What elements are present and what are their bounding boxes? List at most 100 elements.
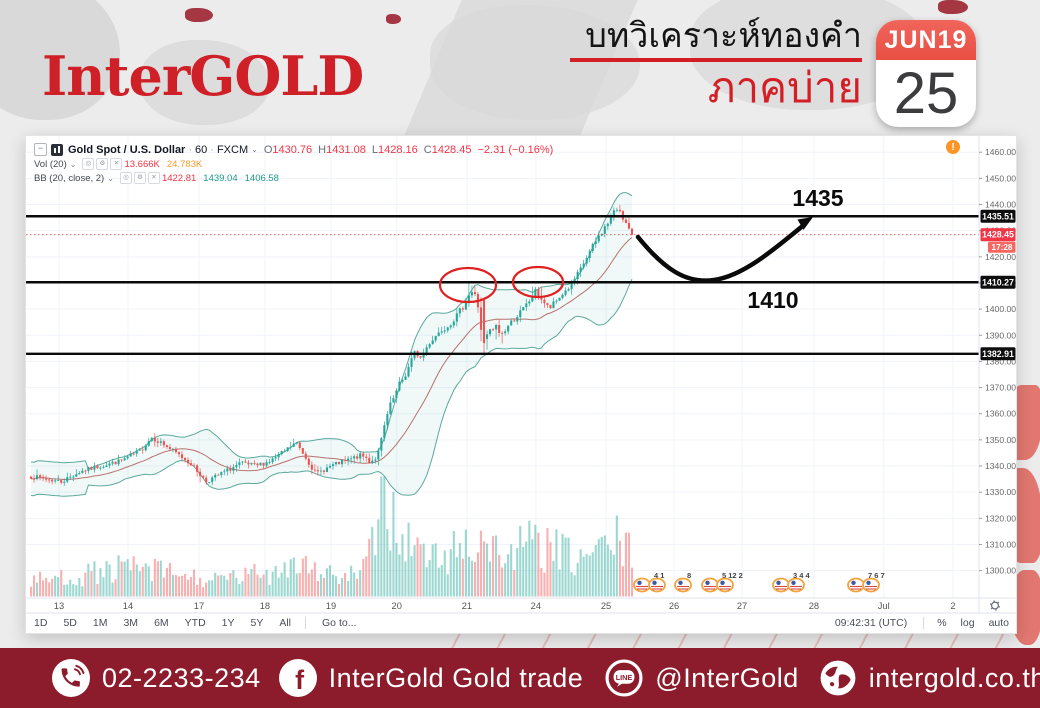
svg-text:1370.00: 1370.00: [985, 383, 1016, 393]
range-button-1y[interactable]: 1Y: [221, 617, 235, 629]
chart-legend: − Gold Spot / U.S. Dollar · 60 · FXCM ⌄ …: [34, 142, 560, 185]
volume-value: 13.666K: [124, 158, 160, 170]
range-button-1d[interactable]: 1D: [34, 617, 48, 629]
svg-text:27: 27: [737, 601, 747, 611]
website-contact: intergold.co.th: [819, 659, 1040, 697]
phone-icon: [52, 659, 90, 697]
collapse-icon[interactable]: −: [34, 143, 47, 156]
svg-text:1330.00: 1330.00: [985, 487, 1016, 497]
bb-basis-value: 1422.81: [161, 172, 197, 184]
chart-style-icon[interactable]: [51, 143, 63, 156]
svg-text:25: 25: [601, 601, 611, 611]
svg-text:1350.00: 1350.00: [985, 435, 1016, 445]
line-handle: @InterGold: [655, 662, 799, 693]
calendar-icon: JUN19 25: [876, 20, 976, 127]
title-line1: บทวิเคราะห์ทองคำ: [585, 17, 862, 55]
clock-label[interactable]: 09:42:31 (UTC): [834, 617, 908, 629]
eye-icon[interactable]: ◎: [82, 158, 95, 170]
map-blob: [430, 5, 640, 120]
candlestick-chart[interactable]: 1435 1410 4 1 8 5 12 2 3 4 4 7 6 7! 1460.00 1450…: [26, 136, 1016, 633]
gear-icon[interactable]: ⚙: [133, 172, 146, 184]
map-blob: [140, 40, 270, 125]
goto-button[interactable]: Go to...: [322, 617, 357, 629]
intergold-logo: InterGOLD: [42, 44, 364, 108]
svg-text:1360.00: 1360.00: [985, 409, 1016, 419]
map-red-fragment: [938, 0, 968, 14]
auto-scale-button[interactable]: auto: [988, 617, 1009, 629]
svg-text:18: 18: [260, 601, 270, 611]
facebook-contact: f InterGold Gold trade: [278, 659, 584, 697]
close-icon[interactable]: ✕: [110, 158, 123, 170]
range-button-all[interactable]: All: [279, 617, 292, 629]
log-scale-button[interactable]: log: [960, 617, 975, 629]
range-button-3m[interactable]: 3M: [123, 617, 139, 629]
svg-text:1340.00: 1340.00: [985, 461, 1016, 471]
volume-label[interactable]: Vol (20): [34, 158, 67, 170]
range-button-1m[interactable]: 1M: [92, 617, 108, 629]
ohlc-change: −2.31 (−0.16%): [477, 143, 554, 156]
facebook-icon: f: [278, 659, 317, 697]
line-contact: LINE @InterGold: [605, 659, 798, 697]
map-red-fragment: [386, 14, 401, 24]
trading-chart-panel: 1435 1410 4 1 8 5 12 2 3 4 4 7 6 7! 1460.00 1450…: [25, 135, 1017, 634]
interval-label[interactable]: 60: [195, 143, 208, 156]
close-icon[interactable]: ✕: [147, 172, 160, 184]
bollinger-indicator-row: BB (20, close, 2) ⌄ ◎ ⚙ ✕ 1422.81 1439.0…: [34, 171, 560, 185]
phone-contact: 02-2233-234: [52, 659, 261, 697]
range-button-6m[interactable]: 6M: [154, 617, 169, 629]
footer-contact-bar: 02-2233-234 f InterGold Gold trade LINE …: [0, 648, 1040, 708]
exchange-label[interactable]: FXCM: [216, 143, 249, 156]
svg-text:3 4 4: 3 4 4: [793, 571, 811, 580]
percent-scale-button[interactable]: %: [937, 617, 947, 629]
svg-text:1410: 1410: [747, 287, 798, 313]
ohlc-open: O1430.76: [263, 143, 313, 156]
bb-label[interactable]: BB (20, close, 2): [34, 172, 105, 184]
title-block: บทวิเคราะห์ทองคำ ภาคบ่าย: [570, 16, 862, 112]
range-button-5d[interactable]: 5D: [63, 617, 77, 629]
svg-text:17: 17: [194, 601, 204, 611]
eye-icon[interactable]: ◎: [119, 172, 132, 184]
map-red-fragment: [185, 8, 213, 22]
title-line2: ภาคบ่าย: [707, 64, 862, 111]
svg-text:1320.00: 1320.00: [985, 513, 1016, 523]
svg-text:14: 14: [123, 601, 133, 611]
range-buttons: 1D 5D 1M 3M 6M YTD 1Y 5Y All: [26, 617, 299, 629]
svg-text:1382.91: 1382.91: [982, 349, 1014, 359]
chevron-down-icon[interactable]: ⌄: [69, 159, 77, 169]
range-button-ytd[interactable]: YTD: [184, 617, 206, 629]
volume-ma-value: 24.783K: [166, 158, 203, 170]
ohlc-close: C1428.45: [423, 143, 472, 156]
svg-text:17:28: 17:28: [992, 243, 1013, 252]
svg-text:1420.00: 1420.00: [985, 252, 1016, 262]
chevron-down-icon[interactable]: ⌄: [107, 173, 114, 183]
svg-text:f: f: [295, 665, 305, 695]
svg-text:1450.00: 1450.00: [985, 173, 1016, 183]
gear-icon[interactable]: ⚙: [96, 158, 109, 170]
svg-text:5 12 2: 5 12 2: [722, 571, 743, 580]
svg-text:26: 26: [669, 601, 679, 611]
svg-text:1435.51: 1435.51: [982, 211, 1014, 221]
ohlc-low: L1428.16: [371, 143, 418, 156]
svg-text:13: 13: [54, 601, 64, 611]
svg-text:1390.00: 1390.00: [985, 330, 1016, 340]
svg-text:1435: 1435: [792, 185, 843, 211]
svg-text:4 1: 4 1: [654, 571, 664, 580]
facebook-name: InterGold Gold trade: [328, 662, 584, 693]
website-url: intergold.co.th: [868, 662, 1040, 693]
svg-text:28: 28: [809, 601, 819, 611]
svg-text:1310.00: 1310.00: [985, 539, 1016, 549]
chevron-down-icon[interactable]: ⌄: [251, 145, 258, 154]
svg-text:2: 2: [950, 601, 955, 611]
symbol-name[interactable]: Gold Spot / U.S. Dollar: [68, 143, 186, 156]
bb-upper-value: 1439.04: [203, 172, 238, 184]
chart-toolbar: 1D 5D 1M 3M 6M YTD 1Y 5Y All Go to... 09:42:31 (…: [26, 613, 1016, 633]
svg-text:1410.27: 1410.27: [982, 277, 1014, 287]
range-button-5y[interactable]: 5Y: [250, 617, 264, 629]
svg-text:1300.00: 1300.00: [985, 566, 1016, 576]
svg-text:24: 24: [531, 601, 541, 611]
svg-text:1428.45: 1428.45: [982, 230, 1014, 240]
svg-text:19: 19: [326, 601, 336, 611]
svg-text:1400.00: 1400.00: [985, 304, 1016, 314]
svg-text:1440.00: 1440.00: [985, 200, 1016, 210]
